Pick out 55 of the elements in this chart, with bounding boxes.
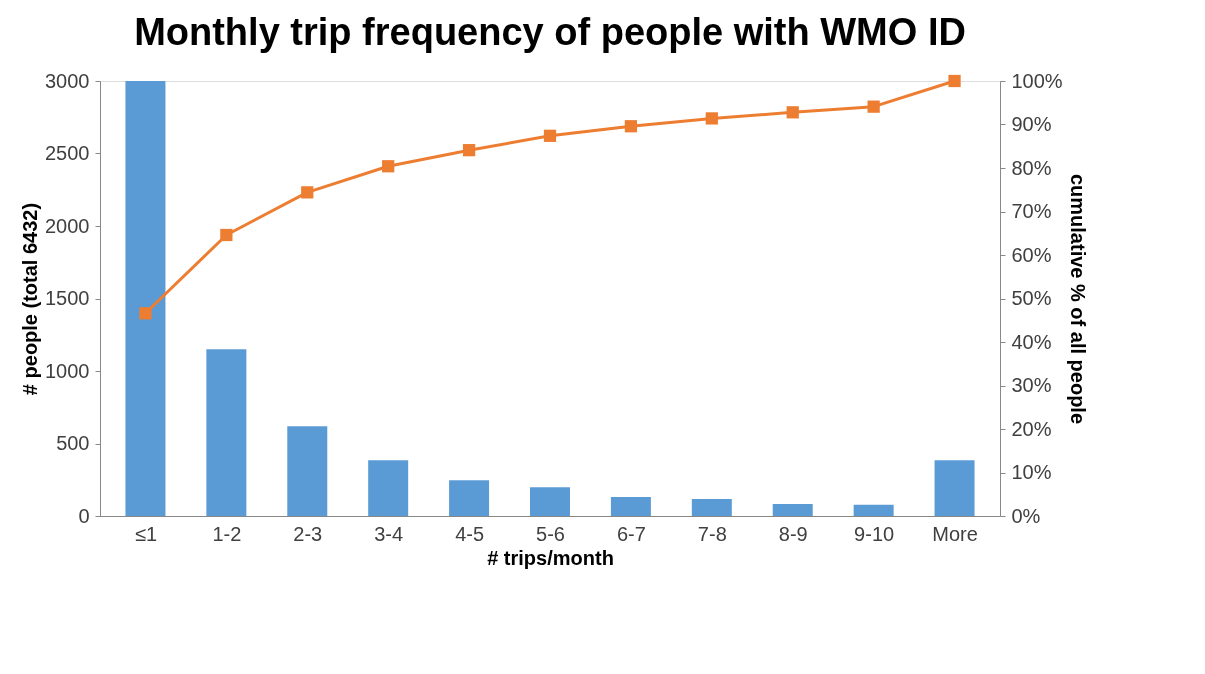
point bbox=[220, 228, 233, 242]
point bbox=[786, 106, 799, 119]
y2-tick-label: 60% bbox=[1011, 243, 1052, 266]
bar bbox=[287, 426, 328, 516]
bar bbox=[368, 460, 409, 516]
point bbox=[867, 100, 880, 113]
bar bbox=[691, 499, 732, 516]
x-tick-label: 3-4 bbox=[374, 522, 404, 545]
y-tick-label: 1500 bbox=[45, 287, 90, 309]
y-tick-label: 0 bbox=[78, 504, 90, 527]
bar bbox=[772, 503, 813, 516]
y2-tick-label: 90% bbox=[1011, 113, 1052, 135]
x-tick-label: 1-2 bbox=[212, 522, 242, 545]
bar bbox=[610, 497, 651, 516]
bar bbox=[530, 487, 570, 516]
y2-tick-label: 0% bbox=[1011, 504, 1041, 527]
point bbox=[624, 120, 638, 133]
x-tick-label: ≤1 bbox=[134, 522, 158, 545]
bar bbox=[449, 480, 490, 516]
x-tick-label: More bbox=[932, 522, 978, 545]
y2-tick-label: 50% bbox=[1011, 287, 1052, 309]
bar bbox=[934, 460, 975, 516]
point bbox=[139, 307, 152, 320]
x-tick-label: 2-3 bbox=[293, 522, 323, 545]
x-axis-title: # trips/month bbox=[487, 546, 614, 569]
bar bbox=[125, 81, 166, 516]
y-tick-label: 500 bbox=[56, 432, 90, 454]
y-tick-label: 2000 bbox=[45, 214, 90, 237]
x-tick-label: 8-9 bbox=[778, 522, 808, 545]
chart-title: Monthly trip frequency of people with WMO ID bbox=[134, 11, 966, 53]
bar bbox=[206, 349, 247, 516]
y2-tick-label: 30% bbox=[1011, 374, 1052, 396]
y2-tick-label: 20% bbox=[1011, 417, 1052, 440]
point bbox=[382, 160, 395, 173]
y-tick-label: 1000 bbox=[45, 359, 90, 382]
point bbox=[948, 74, 961, 88]
point bbox=[543, 129, 557, 142]
y-tick-label: 3000 bbox=[45, 69, 90, 92]
y-axis-title: # people (total 6432) bbox=[19, 202, 42, 396]
y2-tick-label: 100% bbox=[1011, 69, 1063, 92]
x-tick-label: 4-5 bbox=[455, 522, 485, 545]
y2-tick-label: 80% bbox=[1011, 156, 1052, 179]
bar bbox=[853, 504, 894, 516]
point bbox=[462, 144, 476, 157]
point bbox=[301, 186, 314, 199]
x-tick-label: 7-8 bbox=[697, 522, 727, 545]
point bbox=[705, 112, 718, 125]
y2-tick-label: 10% bbox=[1011, 461, 1052, 483]
x-tick-label: 9-10 bbox=[854, 522, 895, 545]
x-tick-label: 6-7 bbox=[616, 522, 646, 545]
x-tick-label: 5-6 bbox=[536, 522, 565, 545]
y2-tick-label: 70% bbox=[1011, 200, 1052, 222]
y2-axis-title: cumulative % of all people bbox=[1066, 173, 1089, 425]
y2-tick-label: 40% bbox=[1011, 330, 1052, 353]
y-tick-label: 2500 bbox=[45, 142, 90, 164]
